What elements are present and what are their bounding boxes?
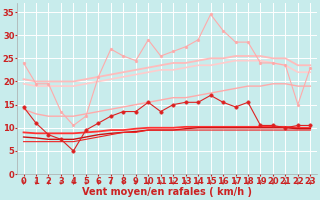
X-axis label: Vent moyen/en rafales ( km/h ): Vent moyen/en rafales ( km/h ) [82, 187, 252, 197]
